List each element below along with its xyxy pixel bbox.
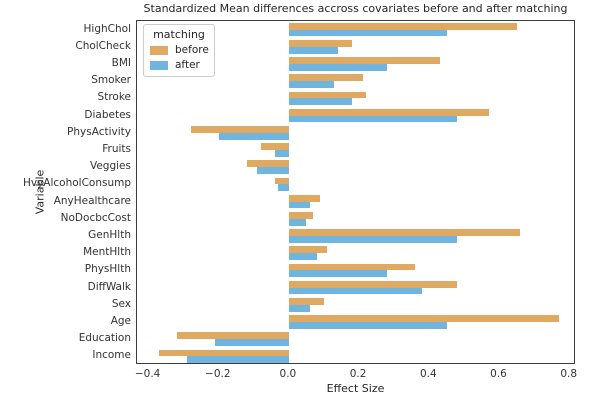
bar-after-GenHlth — [288, 236, 458, 243]
x-tick-label: 0.0 — [279, 368, 297, 380]
legend: matching before after — [143, 24, 215, 77]
bar-after-CholCheck — [288, 46, 338, 54]
x-tick-label: 0.4 — [419, 368, 437, 380]
y-tick-label: Fruits — [102, 143, 131, 155]
bar-before-Smoker — [288, 74, 363, 82]
bar-after-Veggies — [257, 167, 289, 175]
bar-before-PhysActivity — [190, 125, 289, 133]
bar-before-Income — [159, 349, 289, 357]
y-tick-label: PhysActivity — [67, 125, 131, 138]
bar-before-MentHlth — [288, 246, 328, 254]
y-tick-label: Veggies — [89, 160, 131, 173]
bar-after-Fruits — [274, 150, 289, 157]
y-tick-label: DiffWalk — [87, 280, 131, 293]
y-tick-label: MentHlth — [83, 246, 131, 259]
bar-after-MentHlth — [288, 253, 317, 261]
y-tick-label: HighChol — [83, 22, 131, 35]
bar-after-Income — [187, 356, 289, 364]
y-tick-label: Smoker — [91, 74, 131, 87]
bar-after-AnyHealthcare — [288, 201, 310, 209]
legend-label-after: after — [175, 59, 200, 71]
y-tick-label: Diabetes — [84, 108, 131, 121]
x-tick-label: 0.8 — [560, 368, 578, 380]
y-tick-label: Age — [110, 315, 131, 327]
bar-before-BMI — [288, 57, 440, 64]
legend-title: matching — [153, 28, 205, 41]
y-tick-label: BMI — [111, 57, 131, 69]
bar-after-PhysActivity — [218, 132, 289, 140]
bar-after-Education — [215, 339, 289, 347]
bar-after-NoDocbcCost — [288, 218, 307, 226]
bar-before-Veggies — [246, 160, 289, 168]
x-tick-label: 0.2 — [349, 368, 367, 380]
bar-before-Sex — [288, 297, 324, 305]
bar-before-Fruits — [260, 143, 289, 150]
bar-after-Sex — [288, 304, 310, 312]
x-tick-label: −0.2 — [205, 368, 231, 380]
bar-after-Stroke — [288, 98, 353, 106]
y-tick-label: Sex — [111, 297, 131, 310]
legend-swatch-before-icon — [150, 45, 168, 55]
y-tick-label: GenHlth — [88, 229, 131, 241]
bar-before-CholCheck — [288, 39, 353, 47]
bar-after-PhysHlth — [288, 270, 388, 278]
x-tick-label: −0.4 — [134, 368, 161, 380]
bar-before-Stroke — [288, 91, 367, 99]
y-tick-label: Stroke — [97, 91, 131, 104]
y-tick-label: AnyHealthcare — [53, 194, 131, 207]
bar-before-Diabetes — [288, 108, 489, 116]
bar-before-HighChol — [288, 22, 517, 30]
bar-before-Age — [288, 315, 560, 322]
bar-before-DiffWalk — [288, 280, 458, 288]
y-tick-label: HvyAlcoholConsump — [22, 177, 131, 190]
y-tick-label: Education — [78, 332, 131, 345]
legend-row-before: before — [150, 44, 209, 56]
y-tick-label: NoDocbcCost — [60, 211, 131, 224]
bar-after-HighChol — [288, 29, 447, 37]
bar-before-NoDocbcCost — [288, 211, 314, 219]
y-tick-label: CholCheck — [75, 39, 131, 52]
bar-before-PhysHlth — [288, 263, 416, 271]
bar-after-Smoker — [288, 81, 335, 89]
legend-swatch-after-icon — [150, 60, 168, 70]
bar-before-Education — [176, 332, 289, 340]
bar-before-AnyHealthcare — [288, 194, 321, 202]
bar-after-HvyAlcoholConsump — [278, 184, 289, 192]
plot-area — [136, 20, 575, 364]
y-tick-label: Income — [92, 349, 131, 362]
x-axis-label: Effect Size — [326, 382, 385, 395]
bar-after-Age — [288, 322, 447, 329]
x-tick-label: 0.6 — [490, 368, 507, 380]
bar-after-DiffWalk — [288, 287, 423, 295]
bar-after-Diabetes — [288, 115, 458, 123]
legend-row-after: after — [150, 59, 208, 71]
bar-after-BMI — [288, 64, 388, 71]
bar-before-HvyAlcoholConsump — [274, 177, 289, 185]
y-tick-label: PhysHlth — [84, 263, 131, 276]
legend-label-before: before — [175, 44, 209, 56]
bar-before-GenHlth — [288, 229, 521, 236]
chart-title: Standardized Mean differences accross co… — [143, 2, 568, 15]
